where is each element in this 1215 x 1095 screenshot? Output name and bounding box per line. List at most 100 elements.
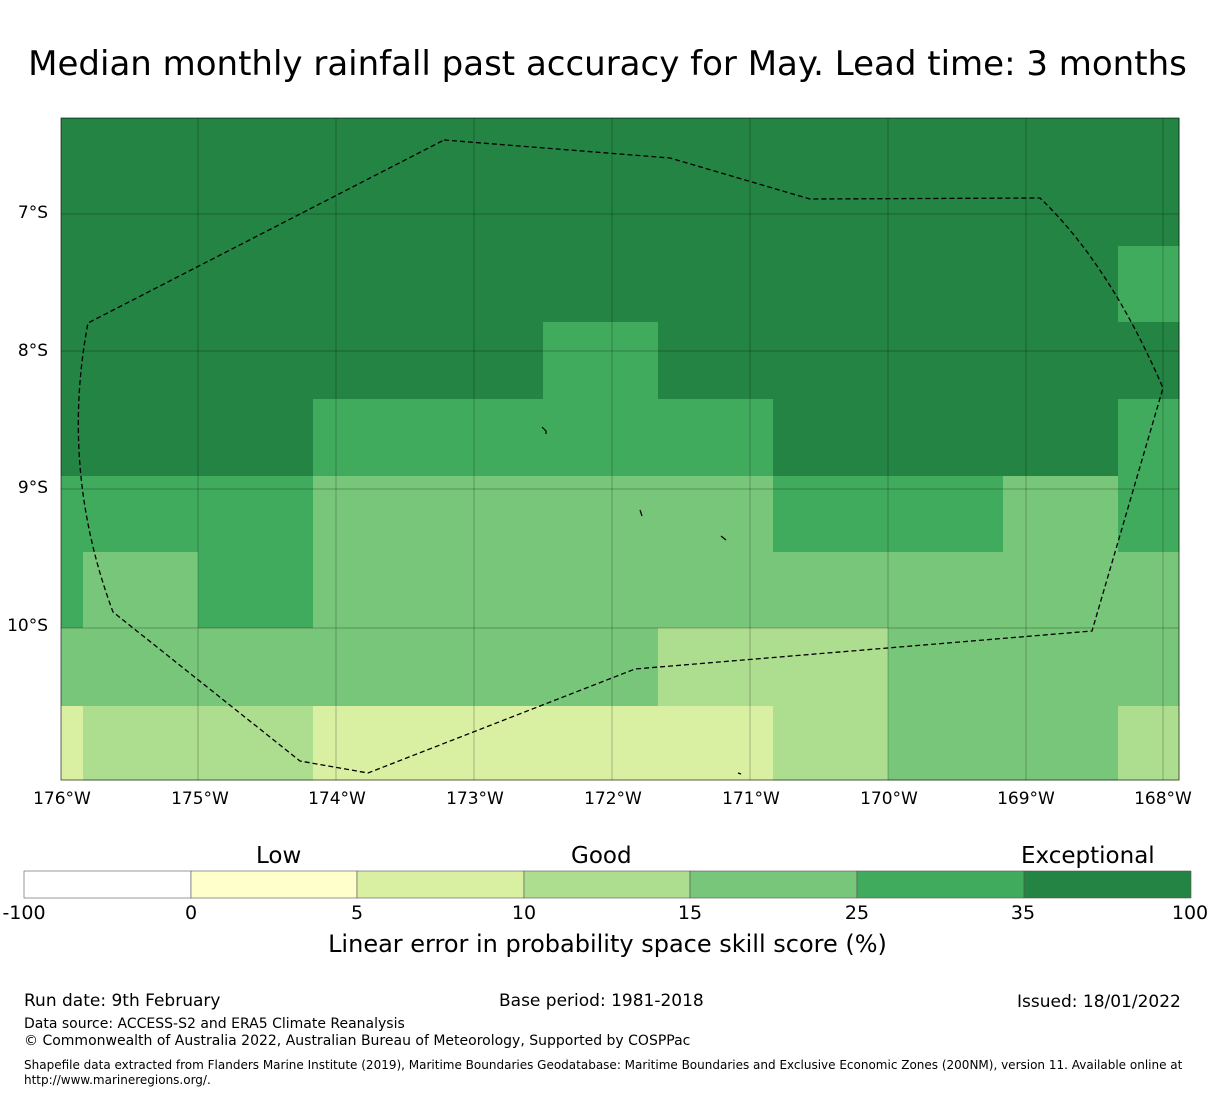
colorbar-segment (689, 870, 858, 899)
grid-cell (658, 118, 774, 247)
grid-cell (773, 476, 889, 553)
grid-cell (61, 552, 84, 629)
eez-boundary (77, 139, 1164, 774)
skill-grid-cells (61, 118, 1180, 781)
cb-tick-5: 5 (350, 902, 364, 924)
lon-label-173w: 173°W (446, 789, 504, 809)
grid-cell (773, 399, 889, 477)
grid-cell (83, 322, 199, 400)
grid-cell (773, 552, 889, 629)
grid-cell (1118, 706, 1180, 781)
colorbar-segment (356, 870, 525, 899)
grid-cell (543, 322, 659, 400)
colorbar-label: Linear error in probability space skill … (328, 930, 887, 958)
lon-label-175w: 175°W (171, 789, 229, 809)
grid-cell (888, 476, 1004, 553)
grid-cell (313, 399, 544, 477)
graticule (61, 118, 1179, 780)
grid-cell (198, 118, 314, 247)
grid-cell (198, 246, 314, 323)
colorbar-segment (523, 870, 691, 899)
lon-label-172w: 172°W (584, 789, 642, 809)
grid-cell (1118, 628, 1180, 707)
grid-cell (61, 118, 84, 247)
grid-cell (658, 246, 774, 323)
grid-cell (773, 118, 889, 247)
grid-cell (658, 706, 774, 781)
lat-label-9s: 9°S (17, 478, 48, 498)
grid-cell (1118, 118, 1180, 247)
islands (541, 426, 742, 775)
lat-label-8s: 8°S (17, 341, 48, 361)
grid-cell (658, 322, 774, 400)
grid-cell (198, 706, 314, 781)
grid-cell (83, 628, 199, 707)
data-source: Data source: ACCESS-S2 and ERA5 Climate … (24, 1016, 405, 1032)
grid-cell (198, 322, 314, 400)
cb-tick-15: 15 (677, 902, 703, 924)
grid-cell (888, 552, 1004, 629)
grid-cell (83, 706, 199, 781)
grid-cell (1003, 628, 1119, 707)
shapefile-url[interactable]: http://www.marineregions.org/. (24, 1073, 211, 1087)
grid-cell (61, 399, 84, 477)
grid-cell (658, 552, 774, 629)
colorbar-segment (1023, 870, 1192, 899)
chart-title: Median monthly rainfall past accuracy fo… (28, 44, 1187, 84)
grid-cell (61, 322, 84, 400)
grid-cell (61, 476, 84, 553)
lon-label-168w: 168°W (1134, 789, 1192, 809)
grid-cell (83, 118, 199, 247)
grid-cell (61, 246, 84, 323)
lon-label-171w: 171°W (722, 789, 780, 809)
grid-cell (543, 118, 659, 247)
lon-label-176w: 176°W (33, 789, 91, 809)
category-good: Good (571, 843, 632, 869)
grid-cell (888, 399, 1004, 477)
lon-label-170w: 170°W (860, 789, 918, 809)
island-atafu (541, 426, 547, 434)
lat-label-10s: 10°S (7, 616, 48, 636)
grid-cell (773, 706, 889, 781)
colorbar-segment (856, 870, 1025, 899)
run-date: Run date: 9th February (24, 991, 221, 1011)
grid-cell (658, 399, 774, 477)
grid-cell (83, 246, 199, 323)
grid-cell (658, 628, 774, 707)
grid-cell (313, 322, 544, 400)
grid-cell (313, 246, 544, 323)
grid-cell (83, 552, 199, 629)
grid-cell (888, 118, 1004, 247)
grid-cell (543, 246, 659, 323)
grid-cell (313, 628, 544, 707)
copyright: © Commonwealth of Australia 2022, Austra… (24, 1033, 691, 1049)
grid-cell (888, 322, 1004, 400)
grid-cell (543, 706, 659, 781)
grid-cell (1003, 322, 1119, 400)
grid-cell (61, 706, 84, 781)
category-low: Low (256, 843, 302, 869)
grid-cell (1118, 476, 1180, 553)
island-fakaofo (720, 535, 727, 541)
grid-cell (543, 476, 659, 553)
grid-cell (1118, 322, 1180, 400)
grid-cell (83, 476, 199, 553)
grid-cell (773, 246, 889, 323)
cb-tick-100: 100 (1171, 902, 1209, 924)
grid-cell (313, 118, 544, 247)
cb-tick-0: 0 (184, 902, 198, 924)
lon-label-169w: 169°W (997, 789, 1055, 809)
grid-cell (1118, 246, 1180, 323)
grid-cell (543, 399, 659, 477)
grid-cell (658, 476, 774, 553)
cb-tick-10: 10 (511, 902, 537, 924)
issued-date: Issued: 18/01/2022 (1017, 992, 1181, 1012)
grid-cell (198, 399, 314, 477)
shapefile-credit: Shapefile data extracted from Flanders M… (24, 1058, 1183, 1072)
grid-cell (1003, 246, 1119, 323)
grid-cell (1003, 476, 1119, 553)
grid-cell (773, 628, 889, 707)
grid-cell (198, 476, 314, 553)
grid-cell (198, 628, 314, 707)
